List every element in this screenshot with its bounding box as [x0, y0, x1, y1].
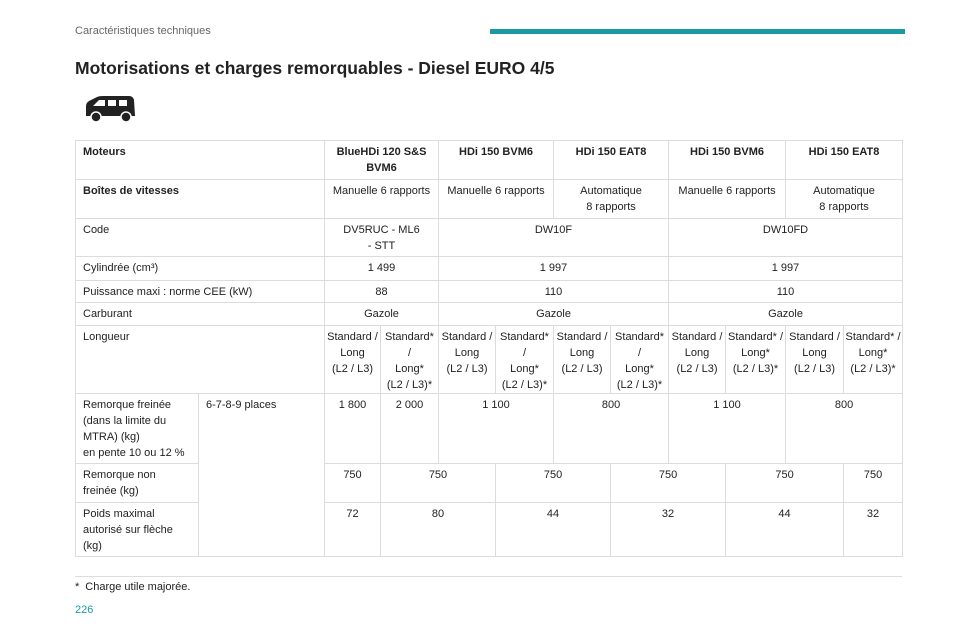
table-cell: Manuelle 6 rapports	[437, 179, 555, 219]
table-cell: Gazole	[668, 302, 904, 326]
table-cell: HDi 150 BVM6	[668, 140, 787, 180]
table-cell: Automatique 8 rapports	[553, 179, 670, 219]
table-cell: 750	[494, 463, 612, 503]
row-label: Poids maximal autorisé sur flèche (kg)	[75, 502, 199, 557]
table-cell: 32	[843, 502, 904, 557]
page-number: 226	[75, 604, 94, 616]
table-cell: 800	[553, 393, 670, 464]
table-cell: HDi 150 EAT8	[553, 140, 670, 180]
table-cell: 2 000	[380, 393, 439, 464]
specs-table: Moteurs BlueHDi 120 S&S BVM6 HDi 150 BVM6 H…	[75, 140, 904, 557]
table-cell: Manuelle 6 rapports	[324, 179, 439, 219]
table-cell: 110	[668, 280, 904, 303]
table-cell: 750	[843, 463, 904, 503]
table-row: Remorque freinée (dans la limite du MTRA…	[75, 393, 904, 557]
table-cell: 44	[494, 502, 612, 557]
table-cell: Standard / Long (L2 / L3)	[785, 325, 845, 394]
table-cell: Standard* / Long* (L2 / L3)*	[610, 325, 670, 394]
table-cell: 1 997	[437, 256, 670, 281]
table-row: Poids maximal autorisé sur flèche (kg) 72…	[75, 502, 904, 557]
table-cell: 750	[380, 463, 496, 503]
table-row: Puissance maxi : norme CEE (kW) 88 110 110	[75, 280, 904, 303]
row-label: Moteurs	[75, 140, 325, 180]
table-row: Carburant Gazole Gazole Gazole	[75, 302, 904, 326]
table-cell: HDi 150 EAT8	[785, 140, 904, 180]
table-row: Boîtes de vitesses Manuelle 6 rapports Man…	[75, 179, 904, 219]
table-cell: Standard / Long (L2 / L3)	[324, 325, 381, 394]
table-cell: Standard / Long (L2 / L3)	[553, 325, 612, 394]
table-cell: Manuelle 6 rapports	[668, 179, 787, 219]
row-label: Boîtes de vitesses	[75, 179, 325, 219]
footnote-text: Charge utile majorée.	[85, 581, 191, 593]
row-label: Cylindrée (cm³)	[75, 256, 325, 281]
row-label: Puissance maxi : norme CEE (kW)	[75, 280, 325, 303]
table-cell: 1 800	[324, 393, 381, 464]
table-cell: Standard* / Long* (L2 / L3)*	[725, 325, 787, 394]
table-cell: BlueHDi 120 S&S BVM6	[324, 140, 439, 180]
table-row: Moteurs BlueHDi 120 S&S BVM6 HDi 150 BVM6 H…	[75, 140, 904, 180]
row-label: Carburant	[75, 302, 325, 326]
table-row: Remorque non freinée (kg) 750 750 750 750 750…	[75, 463, 904, 503]
table-cell: 750	[725, 463, 845, 503]
table-cell: Gazole	[437, 302, 670, 326]
table-cell: Gazole	[324, 302, 439, 326]
table-cell: 110	[437, 280, 670, 303]
table-cell: 1 100	[668, 393, 787, 464]
table-cell: 1 100	[437, 393, 555, 464]
section-header: Caractéristiques techniques	[75, 25, 211, 37]
van-icon	[86, 96, 135, 123]
table-cell: 800	[785, 393, 904, 464]
table-cell: 44	[725, 502, 845, 557]
row-label: Longueur	[75, 325, 325, 394]
table-cell: Standard* / Long* (L2 / L3)*	[843, 325, 904, 394]
table-cell: 88	[324, 280, 439, 303]
table-cell: 750	[610, 463, 727, 503]
table-cell: Standard* / Long* (L2 / L3)*	[380, 325, 439, 394]
table-cell: 72	[324, 502, 381, 557]
table-row: Longueur Standard / Long (L2 / L3) Standar…	[75, 325, 904, 394]
footnote-rule	[75, 576, 902, 577]
row-label: 6-7-8-9 places	[198, 393, 325, 557]
table-row: Cylindrée (cm³) 1 499 1 997 1 997	[75, 256, 904, 281]
footnote: * Charge utile majorée.	[75, 581, 190, 593]
header-bar	[490, 29, 905, 34]
table-cell: 32	[610, 502, 727, 557]
table-cell: Automatique 8 rapports	[785, 179, 904, 219]
table-cell: DW10FD	[668, 218, 904, 257]
table-cell: Standard* / Long* (L2 / L3)*	[494, 325, 555, 394]
table-row: Code DV5RUC - ML6 - STT DW10F DW10FD	[75, 218, 904, 257]
row-label: Code	[75, 218, 325, 257]
page-title: Motorisations et charges remorquables - …	[75, 58, 555, 78]
table-cell: HDi 150 BVM6	[437, 140, 555, 180]
row-label: Remorque non freinée (kg)	[75, 463, 199, 503]
table-cell: DW10F	[437, 218, 670, 257]
table-cell: 1 499	[324, 256, 439, 281]
table-cell: 750	[324, 463, 381, 503]
footnote-marker: *	[75, 581, 80, 593]
table-cell: 1 997	[668, 256, 904, 281]
table-cell: Standard / Long (L2 / L3)	[438, 325, 496, 394]
row-label: Remorque freinée (dans la limite du MTRA…	[75, 393, 199, 464]
table-cell: Standard / Long (L2 / L3)	[668, 325, 727, 394]
table-cell: DV5RUC - ML6 - STT	[324, 218, 439, 257]
table-cell: 80	[380, 502, 496, 557]
